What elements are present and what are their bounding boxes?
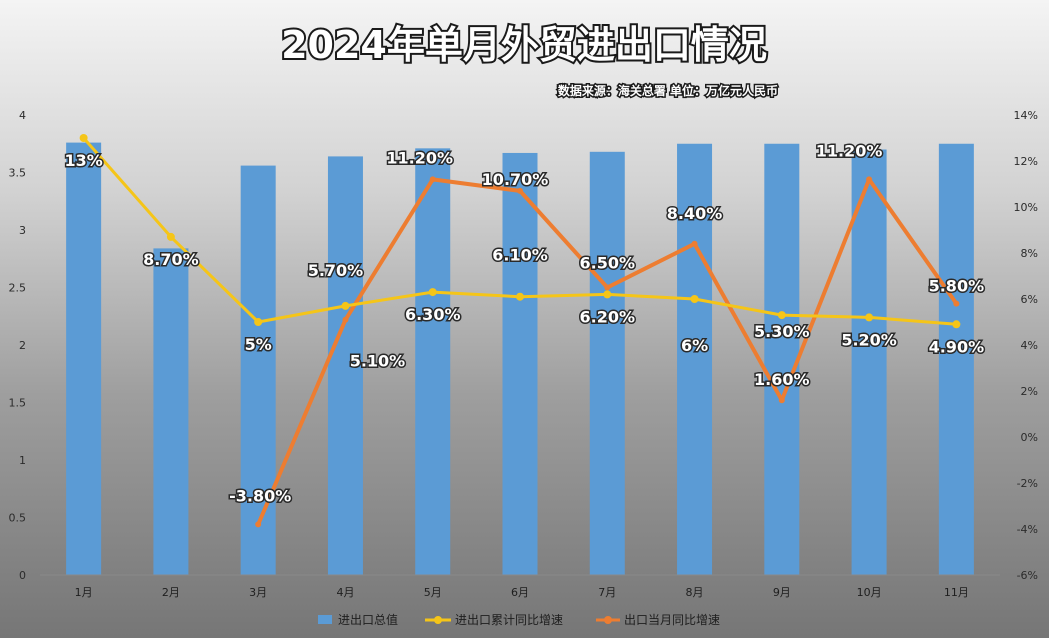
cumulative-growth-data-label: 5.30%	[754, 322, 810, 341]
export-monthly-growth-point	[604, 284, 611, 291]
x-axis-category-label: 8月	[686, 586, 704, 599]
cumulative-growth-point	[166, 232, 175, 241]
bar	[415, 148, 451, 575]
right-axis-tick-label: -6%	[1017, 569, 1038, 582]
bar	[938, 143, 974, 575]
export-monthly-growth-data-label: 8.40%	[667, 204, 723, 223]
x-axis-category-label: 10月	[857, 586, 882, 599]
right-axis-tick-label: -4%	[1017, 523, 1038, 536]
x-axis-category-label: 3月	[249, 586, 267, 599]
bar	[66, 142, 102, 575]
export-monthly-growth-data-label: 5.10%	[350, 352, 406, 371]
export-monthly-growth-point	[953, 300, 960, 307]
right-axis-tick-label: 4%	[1021, 339, 1038, 352]
cumulative-growth-data-label: 13%	[64, 151, 102, 170]
cumulative-growth-data-label: 5.20%	[841, 330, 897, 349]
left-axis-tick-label: 0.5	[9, 512, 27, 525]
cumulative-growth-data-label: 6.20%	[580, 307, 636, 326]
chart-title: 2024年单月外贸进出口情况	[281, 23, 767, 67]
x-axis-category-label: 11月	[944, 586, 969, 599]
legend-label-total: 进出口总值	[338, 612, 398, 627]
export-monthly-growth-point	[255, 521, 262, 528]
bar	[502, 152, 538, 575]
chart-subtitle: 数据来源：海关总署 单位：万亿元人民币	[558, 83, 778, 98]
export-monthly-growth-data-label: -3.80%	[229, 486, 291, 505]
right-axis-tick-label: 14%	[1014, 109, 1038, 122]
cumulative-growth-point	[428, 288, 437, 297]
left-axis-tick-label: 1.5	[9, 397, 27, 410]
export-monthly-growth-point	[517, 187, 523, 194]
export-monthly-growth-data-label: 11.20%	[386, 148, 453, 167]
left-axis-tick-label: 3.5	[9, 167, 27, 180]
cumulative-growth-data-label: 5.70%	[308, 261, 364, 280]
x-axis-category-label: 7月	[598, 586, 616, 599]
cumulative-growth-data-label: 8.70%	[143, 250, 199, 269]
export-monthly-growth-data-label: 5.80%	[929, 277, 985, 296]
cumulative-growth-data-label: 5%	[245, 335, 272, 354]
x-axis-category-label: 2月	[162, 586, 180, 599]
bar	[240, 165, 276, 575]
export-monthly-growth-point	[691, 240, 698, 247]
legend-swatch-total	[318, 615, 332, 624]
legend-label-cumulative: 进出口累计同比增速	[455, 613, 563, 627]
cumulative-growth-data-label: 6.10%	[492, 246, 548, 265]
right-axis-tick-label: 0%	[1021, 431, 1038, 444]
export-monthly-growth-data-label: 6.50%	[580, 254, 636, 273]
cumulative-growth-point	[603, 290, 612, 299]
legend-marker-cumulative	[434, 616, 442, 624]
export-monthly-growth-point	[342, 316, 349, 323]
legend-label-export: 出口当月同比增速	[624, 613, 720, 627]
right-axis-tick-label: 8%	[1021, 247, 1038, 260]
cumulative-growth-data-label: 6.30%	[405, 305, 461, 324]
left-axis-tick-label: 0	[19, 569, 26, 582]
right-axis-tick-label: 10%	[1014, 201, 1038, 214]
x-axis-category-label: 9月	[773, 586, 791, 599]
x-axis-category-label: 6月	[511, 586, 529, 599]
x-axis-category-label: 4月	[336, 586, 354, 599]
export-monthly-growth-data-label: 1.60%	[754, 370, 810, 389]
export-monthly-growth-point	[429, 176, 436, 183]
export-monthly-growth-point	[778, 397, 785, 404]
bar	[851, 149, 887, 575]
right-axis-tick-label: -2%	[1017, 477, 1038, 490]
cumulative-growth-point	[516, 292, 524, 301]
cumulative-growth-point	[865, 313, 874, 322]
bar	[764, 143, 800, 575]
cumulative-growth-point	[79, 134, 88, 142]
cumulative-growth-data-label: 4.90%	[929, 337, 985, 356]
cumulative-growth-point	[254, 318, 263, 326]
left-axis-tick-label: 3	[19, 224, 26, 237]
cumulative-growth-point	[777, 311, 786, 320]
x-axis-category-label: 5月	[424, 586, 442, 599]
bar	[589, 151, 625, 576]
export-monthly-growth-point	[866, 176, 873, 183]
cumulative-growth-point	[690, 295, 699, 303]
right-axis-tick-label: 2%	[1021, 385, 1038, 398]
export-monthly-growth-data-label: 11.20%	[816, 141, 883, 160]
bar	[677, 143, 713, 575]
x-axis-category-label: 1月	[75, 586, 93, 599]
left-axis-tick-label: 1	[19, 454, 26, 467]
right-axis-tick-label: 12%	[1014, 155, 1038, 168]
left-axis-tick-label: 2	[19, 339, 26, 352]
left-axis-tick-label: 2.5	[9, 282, 27, 295]
bar	[327, 156, 363, 575]
cumulative-growth-point	[952, 320, 961, 329]
bar	[153, 248, 189, 575]
cumulative-growth-point	[341, 301, 350, 310]
right-axis-tick-label: 6%	[1021, 293, 1038, 306]
export-monthly-growth-data-label: 10.70%	[482, 170, 549, 189]
legend-marker-export	[604, 616, 612, 624]
cumulative-growth-data-label: 6%	[681, 336, 708, 355]
left-axis-tick-label: 4	[19, 109, 26, 122]
